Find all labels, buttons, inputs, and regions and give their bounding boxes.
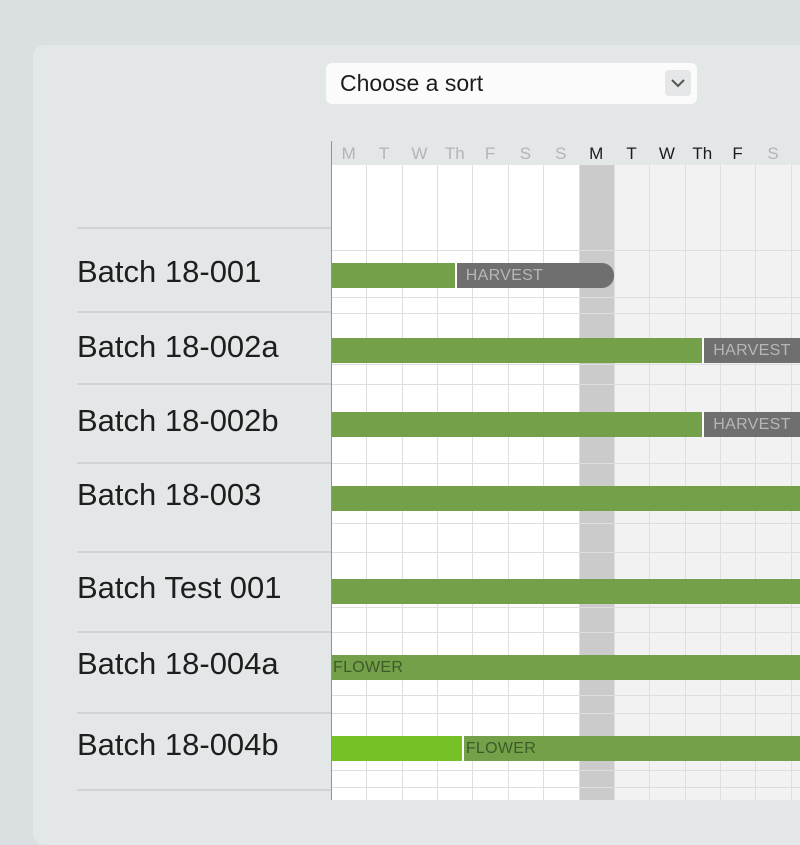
grid-vertical-line [366, 165, 368, 800]
batch-bar-veg[interactable] [331, 579, 800, 604]
future-column-shade [755, 165, 791, 800]
batch-row-divider [77, 789, 331, 791]
batch-row-divider [77, 383, 331, 385]
batch-bar-clone[interactable] [331, 736, 462, 761]
future-column-shade [719, 165, 756, 800]
grid-vertical-line [684, 165, 686, 800]
grid-horizontal-line [331, 607, 800, 608]
batch-row-divider [77, 631, 331, 633]
batch-bar-label: HARVEST [713, 416, 791, 433]
grid-vertical-line [472, 165, 474, 800]
sort-dropdown[interactable]: Choose a sort [326, 63, 697, 104]
batch-bar-veg[interactable] [331, 486, 800, 511]
day-of-week-label: S [555, 144, 567, 163]
batch-row-divider [77, 551, 331, 553]
batch-name[interactable]: Batch 18-003 [77, 477, 262, 512]
sort-dropdown-label: Choose a sort [340, 70, 484, 96]
batch-bar-harvest[interactable]: HARVEST [702, 412, 800, 437]
day-of-week-label: T [626, 144, 637, 163]
grid-horizontal-line [331, 384, 800, 385]
batch-row-divider [77, 311, 331, 313]
batch-name[interactable]: Batch 18-004b [77, 727, 279, 762]
batch-bar-veg[interactable] [331, 338, 703, 363]
grid-horizontal-line [331, 695, 800, 696]
day-of-week-label: T [378, 144, 390, 163]
day-of-week-label: M [341, 144, 356, 163]
grid-vertical-line [790, 165, 792, 800]
batch-bar-label: FLOWER [465, 740, 537, 757]
future-column-shade [649, 165, 685, 800]
grid-horizontal-line [331, 313, 800, 314]
grid-vertical-line [613, 165, 615, 800]
batch-row-divider [77, 462, 331, 464]
grid-vertical-line [649, 165, 651, 800]
batch-row-divider [77, 712, 331, 714]
grid-horizontal-line [331, 770, 800, 771]
batch-bar-flower[interactable]: FLOWER [331, 655, 800, 680]
batch-name[interactable]: Batch 18-002b [77, 403, 279, 438]
day-of-week-label: W [658, 144, 675, 163]
grid-vertical-line [507, 165, 509, 800]
batch-bar-veg[interactable] [331, 412, 703, 437]
day-of-week-label: S [767, 144, 779, 163]
today-column-highlight [578, 165, 614, 800]
grid-horizontal-line [331, 787, 800, 788]
grid-vertical-line [543, 165, 545, 800]
day-of-week-label: F [484, 144, 496, 163]
grid-horizontal-line [331, 552, 800, 553]
future-column-shade [613, 165, 650, 800]
future-column-shade [684, 165, 720, 800]
batch-bar-harvest[interactable]: HARVEST [454, 263, 614, 288]
batch-row-divider [77, 227, 331, 229]
batch-bar-label: FLOWER [333, 659, 404, 676]
batch-bar-label: HARVEST [713, 342, 791, 359]
grid-horizontal-line [331, 463, 800, 464]
grid-vertical-line [437, 165, 439, 800]
grid-vertical-line [719, 165, 721, 800]
day-of-week-label: S [519, 144, 532, 163]
day-of-week-label: W [411, 144, 428, 163]
day-of-week-label: Th [444, 144, 465, 163]
batch-bar-label: HARVEST [465, 267, 544, 284]
grid-horizontal-line [331, 713, 800, 714]
grid-vertical-line [401, 165, 403, 800]
grid-vertical-line [578, 165, 580, 800]
grid-horizontal-line [331, 250, 800, 251]
batch-bar-harvest[interactable]: HARVEST [702, 338, 800, 363]
batch-name[interactable]: Batch Test 001 [77, 570, 282, 605]
batch-bar-flower[interactable]: FLOWER [461, 736, 800, 761]
grid-vertical-line [755, 165, 757, 800]
grid-horizontal-line [331, 632, 800, 633]
batch-name[interactable]: Batch 18-001 [77, 254, 262, 289]
timeline-grid: HARVEST HARVEST HARVEST FLOWER FLOWER [331, 165, 800, 800]
batch-name[interactable]: Batch 18-002a [77, 329, 279, 364]
chevron-down-icon[interactable] [665, 70, 691, 96]
timeline-axis [331, 141, 332, 800]
day-of-week-label: F [732, 144, 743, 163]
day-of-week-label: M [589, 144, 604, 163]
batch-bar-veg[interactable] [331, 263, 455, 288]
future-column-shade [790, 165, 800, 800]
grid-horizontal-line [331, 523, 800, 524]
grid-horizontal-line [331, 297, 800, 298]
grid-horizontal-line [331, 364, 800, 365]
day-of-week-label: Th [692, 144, 713, 163]
batch-name[interactable]: Batch 18-004a [77, 646, 279, 681]
